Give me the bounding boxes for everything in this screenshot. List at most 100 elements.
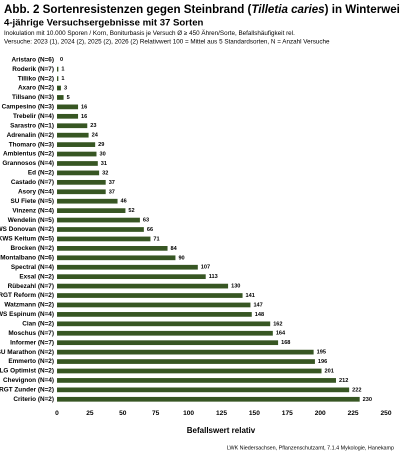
y-tick-label: Campesino (N=3) — [2, 104, 54, 111]
bar — [57, 179, 106, 185]
y-tick-label: SU Marathon (N=2) — [0, 349, 54, 356]
x-tick-label: 75 — [152, 410, 160, 417]
value-label: 1 — [61, 67, 64, 73]
value-label: 52 — [128, 208, 134, 214]
value-label: 230 — [363, 397, 372, 403]
bar — [57, 189, 106, 195]
bar — [57, 208, 126, 213]
subtitle: 4-jährige Versuchsergebnisse mit 37 Sort… — [4, 18, 204, 29]
note: Versuche: 2023 (1), 2024 (2), 2025 (2), … — [4, 39, 330, 46]
bar — [57, 274, 206, 280]
value-label: 84 — [171, 246, 178, 252]
bar — [57, 161, 98, 166]
bar — [57, 227, 144, 232]
y-tick-label: Rübezahl (N=7) — [8, 283, 54, 290]
bar — [57, 246, 168, 251]
y-tick-label: Ambientus (N=2) — [3, 151, 54, 158]
y-tick-label: Exsal (N=2) — [19, 273, 54, 280]
bar — [57, 142, 96, 147]
value-label: 212 — [339, 378, 348, 384]
value-label: 168 — [281, 340, 290, 346]
bar — [57, 283, 229, 289]
value-label: 90 — [178, 255, 184, 261]
value-label: 66 — [147, 227, 153, 233]
value-label: 1 — [61, 76, 64, 82]
value-label: 130 — [231, 284, 240, 290]
y-tick-label: Castado (N=7) — [11, 179, 54, 186]
x-tick-label: 0 — [55, 410, 59, 417]
bar — [57, 359, 315, 364]
y-tick-label: Axaro (N=2) — [18, 85, 54, 92]
source: LWK Niedersachsen, Pflanzenschutzamt, 7.… — [227, 445, 394, 451]
bar — [57, 330, 273, 336]
y-tick-label: Thomaro (N=3) — [9, 141, 54, 148]
bar — [57, 85, 61, 91]
bar — [57, 264, 198, 270]
y-tick-label: Emmerto (N=2) — [8, 358, 54, 365]
y-tick-label: Tillsano (N=3) — [12, 94, 54, 101]
value-label: 222 — [352, 387, 361, 393]
value-label: 32 — [102, 170, 108, 176]
bar — [57, 378, 336, 383]
bar — [57, 293, 243, 298]
y-tick-label: Aristaro (N=6) — [12, 56, 54, 63]
bar — [57, 321, 271, 327]
value-label: 164 — [276, 331, 286, 337]
y-tick-label: Moschus (N=7) — [8, 330, 54, 337]
value-label: 148 — [255, 312, 264, 318]
value-label: 196 — [318, 359, 327, 365]
value-label: 29 — [98, 142, 104, 148]
x-tick-label: 250 — [380, 410, 391, 417]
value-label: 113 — [209, 274, 218, 280]
y-tick-label: Spectral (N=4) — [11, 264, 54, 271]
bar — [57, 198, 118, 204]
bar — [57, 387, 350, 393]
bar — [57, 255, 176, 261]
bar — [57, 340, 279, 346]
bar — [57, 349, 314, 355]
bar — [57, 76, 59, 81]
bar — [57, 170, 100, 176]
value-label: 141 — [246, 293, 255, 299]
y-tick-label: Sarastro (N=1) — [10, 122, 54, 129]
y-tick-label: Trebelir (N=4) — [13, 113, 54, 120]
value-label: 5 — [67, 95, 70, 101]
x-tick-label: 100 — [183, 410, 194, 417]
value-label: 63 — [143, 218, 149, 224]
y-tick-label: Wendelin (N=5) — [8, 217, 54, 224]
y-tick-label: Chevignon (N=4) — [3, 377, 54, 384]
y-tick-label: KWS Keitum (N=5) — [0, 236, 54, 243]
value-label: 24 — [92, 133, 99, 139]
y-tick-label: Tilliko (N=2) — [18, 75, 54, 82]
y-tick-label: KWS Donovan (N=2) — [0, 226, 54, 233]
bar — [57, 217, 140, 223]
value-label: 162 — [273, 321, 282, 327]
value-label: 0 — [60, 57, 63, 63]
title-part: Abb. 2 Sortenresistenzen gegen Steinbran… — [4, 3, 252, 16]
y-tick-label: RGT Reform (N=2) — [0, 292, 54, 299]
bar — [57, 312, 252, 317]
title-part: ) in Winterweizen — [325, 3, 400, 16]
y-tick-label: Roderik (N=7) — [12, 66, 54, 73]
note: Inokulation mit 10.000 Sporen / Korn, Bo… — [4, 29, 295, 37]
y-tick-label: LG Optimist (N=2) — [0, 368, 54, 375]
x-axis-label: Befallswert relativ — [187, 426, 256, 435]
value-label: 37 — [109, 180, 115, 186]
value-label: 201 — [325, 368, 334, 374]
y-tick-label: Vinzenz (N=4) — [12, 207, 54, 214]
value-label: 30 — [99, 152, 105, 158]
bar — [57, 104, 79, 110]
value-label: 16 — [81, 114, 87, 120]
value-label: 37 — [109, 189, 115, 195]
x-tick-label: 200 — [315, 410, 326, 417]
x-tick-label: 50 — [119, 410, 127, 417]
x-tick-label: 150 — [249, 410, 260, 417]
bar — [57, 113, 79, 119]
value-label: 46 — [121, 199, 127, 205]
y-tick-label: Criterio (N=2) — [13, 396, 54, 403]
y-tick-label: KWS Espinum (N=4) — [0, 311, 54, 318]
y-tick-label: RGT Zunder (N=2) — [0, 387, 54, 394]
y-tick-label: Cian (N=2) — [22, 321, 54, 328]
bar — [57, 95, 64, 100]
